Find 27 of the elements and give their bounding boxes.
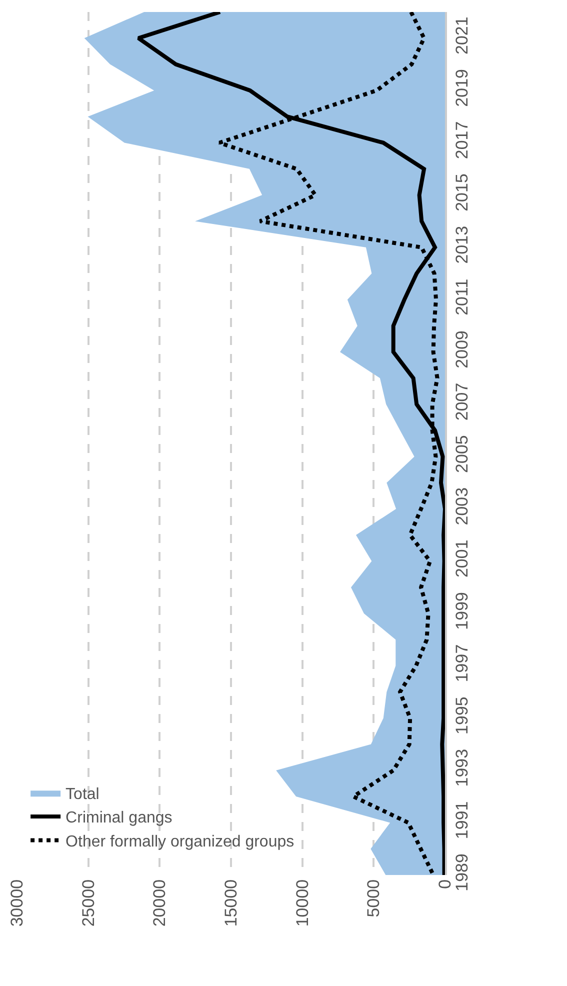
y-tick-label: 2017	[452, 121, 472, 160]
y-tick-label: 2001	[452, 540, 472, 578]
y-tick-label: 2011	[452, 278, 472, 316]
y-tick-label: 2005	[452, 435, 472, 473]
legend-label: Criminal gangs	[66, 810, 172, 827]
y-tick-label: 2019	[452, 68, 472, 107]
y-tick-label: 2003	[452, 487, 472, 526]
y-tick-label: 1995	[452, 696, 472, 734]
x-tick-label: 25000	[78, 879, 98, 927]
y-tick-label: 1993	[452, 748, 472, 787]
x-tick-label: 30000	[8, 879, 27, 927]
x-tick-label: 5000	[364, 879, 384, 918]
y-tick-label: 2021	[452, 16, 472, 55]
x-tick-label: 10000	[292, 879, 312, 927]
y-tick-label: 2015	[452, 174, 472, 212]
y-tick-label: 1989	[452, 854, 472, 892]
x-tick-label: 0	[436, 879, 455, 889]
y-tick-label: 2009	[452, 330, 472, 368]
y-tick-label: 1999	[452, 592, 472, 630]
y-tick-label: 1991	[452, 801, 472, 840]
x-tick-label: 15000	[222, 879, 241, 927]
legend-label: Other formally organized groups	[66, 833, 294, 850]
y-tick-label: 2007	[452, 382, 472, 421]
y-tick-label: 2013	[452, 226, 472, 264]
legend-label: Total	[66, 786, 100, 803]
y-tick-label: 1997	[452, 644, 472, 682]
x-tick-label: 20000	[150, 879, 170, 927]
